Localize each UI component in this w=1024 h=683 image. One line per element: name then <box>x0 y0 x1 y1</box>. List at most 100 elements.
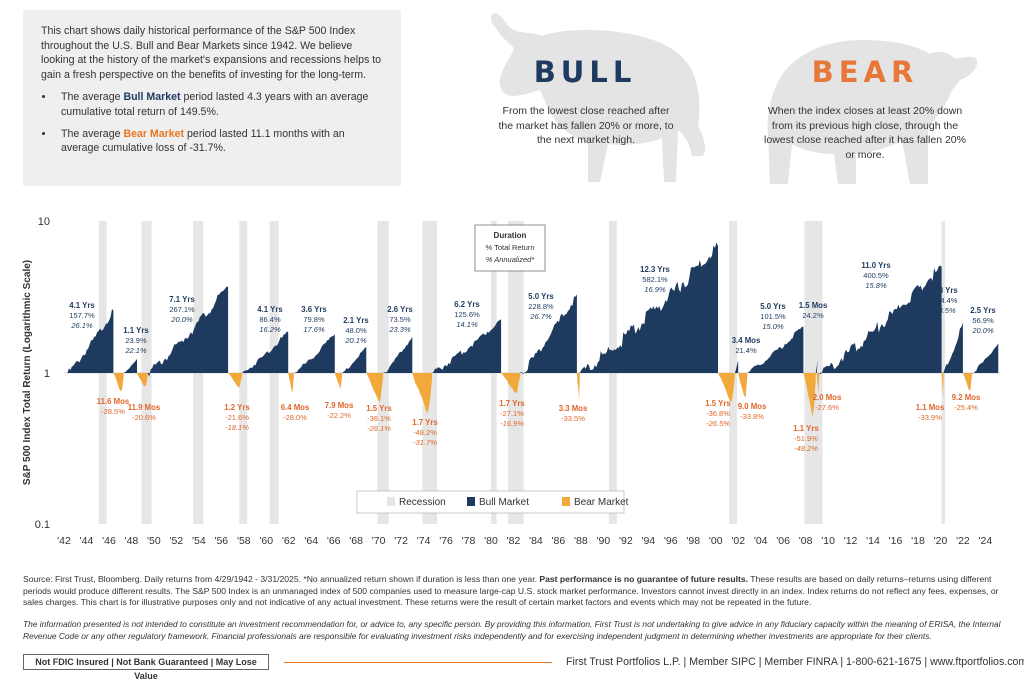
x-tick-label: '72 <box>394 535 408 547</box>
bear-market-area <box>412 373 432 413</box>
x-tick-label: '70 <box>372 535 386 547</box>
key-box <box>474 224 546 272</box>
bear-market-area <box>718 373 735 402</box>
bull-market-area <box>971 343 999 374</box>
firm-contact: First Trust Portfolios L.P. | Member SIP… <box>566 656 1024 668</box>
key-box-annualized: % Annualized* <box>486 255 536 264</box>
bear-market-area <box>113 373 124 392</box>
bear-annualized-label: -18.1% <box>225 423 249 432</box>
bull-total-return-label: 24.2% <box>802 311 824 320</box>
x-tick-label: '54 <box>192 535 206 547</box>
bear-market-area <box>334 373 343 389</box>
x-tick-label: '84 <box>529 535 543 547</box>
legend-swatch <box>467 497 475 506</box>
bear-total-return-label: -33.8% <box>740 412 764 421</box>
bull-annualized-label: 14.1% <box>456 320 478 329</box>
bear-duration-label: 7.9 Mos <box>325 401 354 410</box>
footer-source-post: These results are based on daily returns… <box>23 574 999 608</box>
recession-band <box>141 221 152 524</box>
x-tick-label: '10 <box>821 535 835 547</box>
bull-market-area <box>520 294 577 375</box>
bear-market-area <box>137 373 148 387</box>
intro-box: This chart shows daily historical perfor… <box>23 10 401 186</box>
bear-market-area <box>576 373 580 400</box>
legend-swatch <box>562 497 570 506</box>
x-tick-label: '92 <box>619 535 633 547</box>
x-tick-label: '46 <box>102 535 116 547</box>
bull-market-area <box>943 322 963 373</box>
bear-duration-label: 1.1 Mos <box>916 403 945 412</box>
bull-market-area <box>579 242 718 373</box>
bull-total-return-label: 21.4% <box>735 346 757 355</box>
footer-disclaimer: The information presented is not intende… <box>23 619 1001 641</box>
bull-annualized-label: 16.2% <box>259 325 281 334</box>
bull-market-term: Bull Market <box>123 91 181 104</box>
intro-paragraph: This chart shows daily historical perfor… <box>41 25 382 81</box>
bear-definition: When the index closes at least 20% down … <box>764 105 966 161</box>
x-tick-label: '06 <box>776 535 790 547</box>
bear-annualized-label: -26.1% <box>367 424 391 433</box>
x-tick-label: '96 <box>664 535 678 547</box>
bull-total-return-label: 228.8% <box>528 302 554 311</box>
legend-label: Bull Market <box>479 497 529 508</box>
x-tick-label: '52 <box>170 535 184 547</box>
bear-duration-label: 1.7 Yrs <box>412 418 438 427</box>
bull-total-return-label: 101.5% <box>760 312 786 321</box>
x-tick-label: '48 <box>125 535 139 547</box>
legend-label: Recession <box>399 497 446 508</box>
bear-duration-label: 1.5 Yrs <box>705 399 731 408</box>
bear-heading: BEAR <box>811 55 919 89</box>
bull-duration-label: 11.0 Yrs <box>861 261 891 270</box>
bull-market-area <box>819 265 942 375</box>
bull-total-return-label: 73.5% <box>389 315 411 324</box>
bull-total-return-label: 125.6% <box>454 310 480 319</box>
bear-silhouette-icon <box>767 40 978 184</box>
bear-duration-label: 9.0 Mos <box>738 402 767 411</box>
bull-duration-label: 5.0 Yrs <box>528 292 554 301</box>
bear-duration-label: 1.2 Yrs <box>224 403 250 412</box>
bear-market-area <box>803 373 816 417</box>
x-tick-label: '24 <box>979 535 993 547</box>
fdic-notice: Not FDIC Insured | Not Bank Guaranteed |… <box>23 654 269 681</box>
bear-shape <box>767 40 978 184</box>
recession-band <box>729 221 738 524</box>
bear-total-return-label: -27.6% <box>815 403 839 412</box>
bear-total-return-label: -21.6% <box>225 413 249 422</box>
bear-total-return-label: -22.2% <box>327 411 351 420</box>
bear-annualized-label: -16.9% <box>500 419 524 428</box>
bear-market-area <box>941 373 944 398</box>
x-tick-label: '60 <box>259 535 273 547</box>
bear-annualized-label: -48.2% <box>794 444 818 453</box>
bull-duration-label: 2.1 Yrs <box>343 316 369 325</box>
bear-duration-label: 11.9 Mos <box>128 403 161 412</box>
bull-annualized-label: 15.8% <box>865 281 887 290</box>
bull-market-area <box>815 358 818 373</box>
x-tick-label: '14 <box>866 535 880 547</box>
bull-annualized-label: 26.7% <box>529 312 552 321</box>
bull-total-return-label: 86.4% <box>259 315 281 324</box>
bull-annualized-label: 20.0% <box>170 315 193 324</box>
key-box-title: Duration <box>494 231 527 240</box>
bull-annualized-label: 26.1% <box>70 321 93 330</box>
bull-duration-label: 1.8 Yrs <box>932 286 958 295</box>
x-tick-label: '80 <box>484 535 498 547</box>
bull-annualized-label: 23.3% <box>388 325 411 334</box>
x-tick-label: '02 <box>731 535 745 547</box>
bear-market-term: Bear Market <box>123 127 185 140</box>
bull-duration-label: 3.6 Yrs <box>301 305 327 314</box>
bull-duration-label: 12.3 Yrs <box>640 265 670 274</box>
y-tick-label: 0.1 <box>35 519 50 531</box>
bear-total-return-label: -27.1% <box>500 409 524 418</box>
x-tick-label: '98 <box>686 535 700 547</box>
bull-market-area <box>747 326 804 373</box>
x-tick-label: '22 <box>956 535 970 547</box>
bear-duration-label: 1.1 Yrs <box>793 424 819 433</box>
y-tick-label: 1 <box>44 368 50 380</box>
y-tick-label: 10 <box>38 216 50 228</box>
x-tick-label: '20 <box>934 535 948 547</box>
x-tick-label: '82 <box>507 535 521 547</box>
bear-total-return-label: -33.5% <box>561 414 585 423</box>
bear-duration-label: 1.7 Yrs <box>499 399 525 408</box>
bull-duration-label: 5.0 Yrs <box>760 302 786 311</box>
bull-duration-label: 2.5 Yrs <box>970 306 996 315</box>
